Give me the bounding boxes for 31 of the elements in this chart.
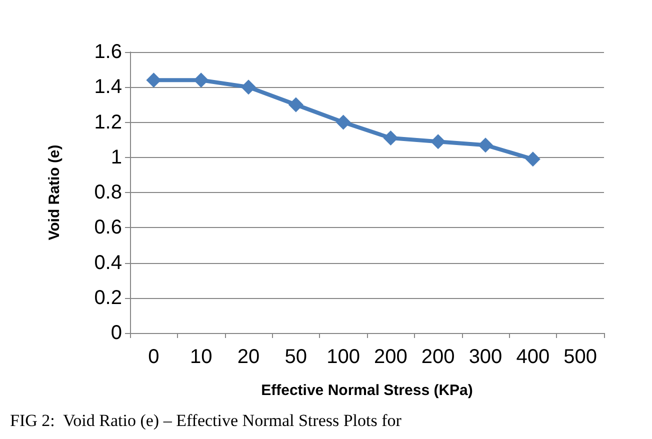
y-tick-label: 1.2 — [94, 111, 122, 134]
x-tick-label: 50 — [284, 346, 308, 368]
x-tick-label: 10 — [190, 346, 212, 368]
y-tick-label: 1.4 — [94, 76, 122, 98]
y-tick-label: 0.4 — [94, 252, 122, 274]
point — [241, 80, 256, 95]
caption: FIG 2: Void Ratio (e) – Effective Normal Stress Plots for — [10, 411, 402, 430]
y-axis-title: Void Ratio (e) — [46, 144, 63, 240]
point — [383, 130, 398, 146]
point — [194, 72, 209, 88]
point — [478, 138, 493, 153]
x-tick-label: 200 — [421, 346, 455, 368]
point — [146, 72, 162, 88]
y-tick-label: 0 — [110, 322, 122, 344]
x-tick-label: 200 — [374, 346, 408, 368]
x-tick-label: 400 — [516, 346, 550, 368]
x-tick-label: 20 — [237, 346, 260, 368]
y-tick-label: 1 — [110, 146, 122, 168]
x-tick-label: 300 — [468, 346, 502, 368]
point — [430, 134, 446, 150]
y-tick-label: 0.6 — [94, 216, 122, 239]
x-axis-title: Effective Normal Stress (KPa) — [261, 382, 473, 399]
y-tick-label: 1.6 — [94, 41, 122, 63]
y-tick-label: 0.2 — [94, 286, 122, 309]
y-tick-label: 0.8 — [94, 182, 122, 204]
point — [288, 97, 304, 112]
x-tick-label: 500 — [564, 346, 597, 368]
point — [525, 152, 540, 167]
x-tick-label: 100 — [326, 346, 360, 368]
point — [336, 114, 351, 130]
x-tick-label: 0 — [148, 346, 160, 368]
